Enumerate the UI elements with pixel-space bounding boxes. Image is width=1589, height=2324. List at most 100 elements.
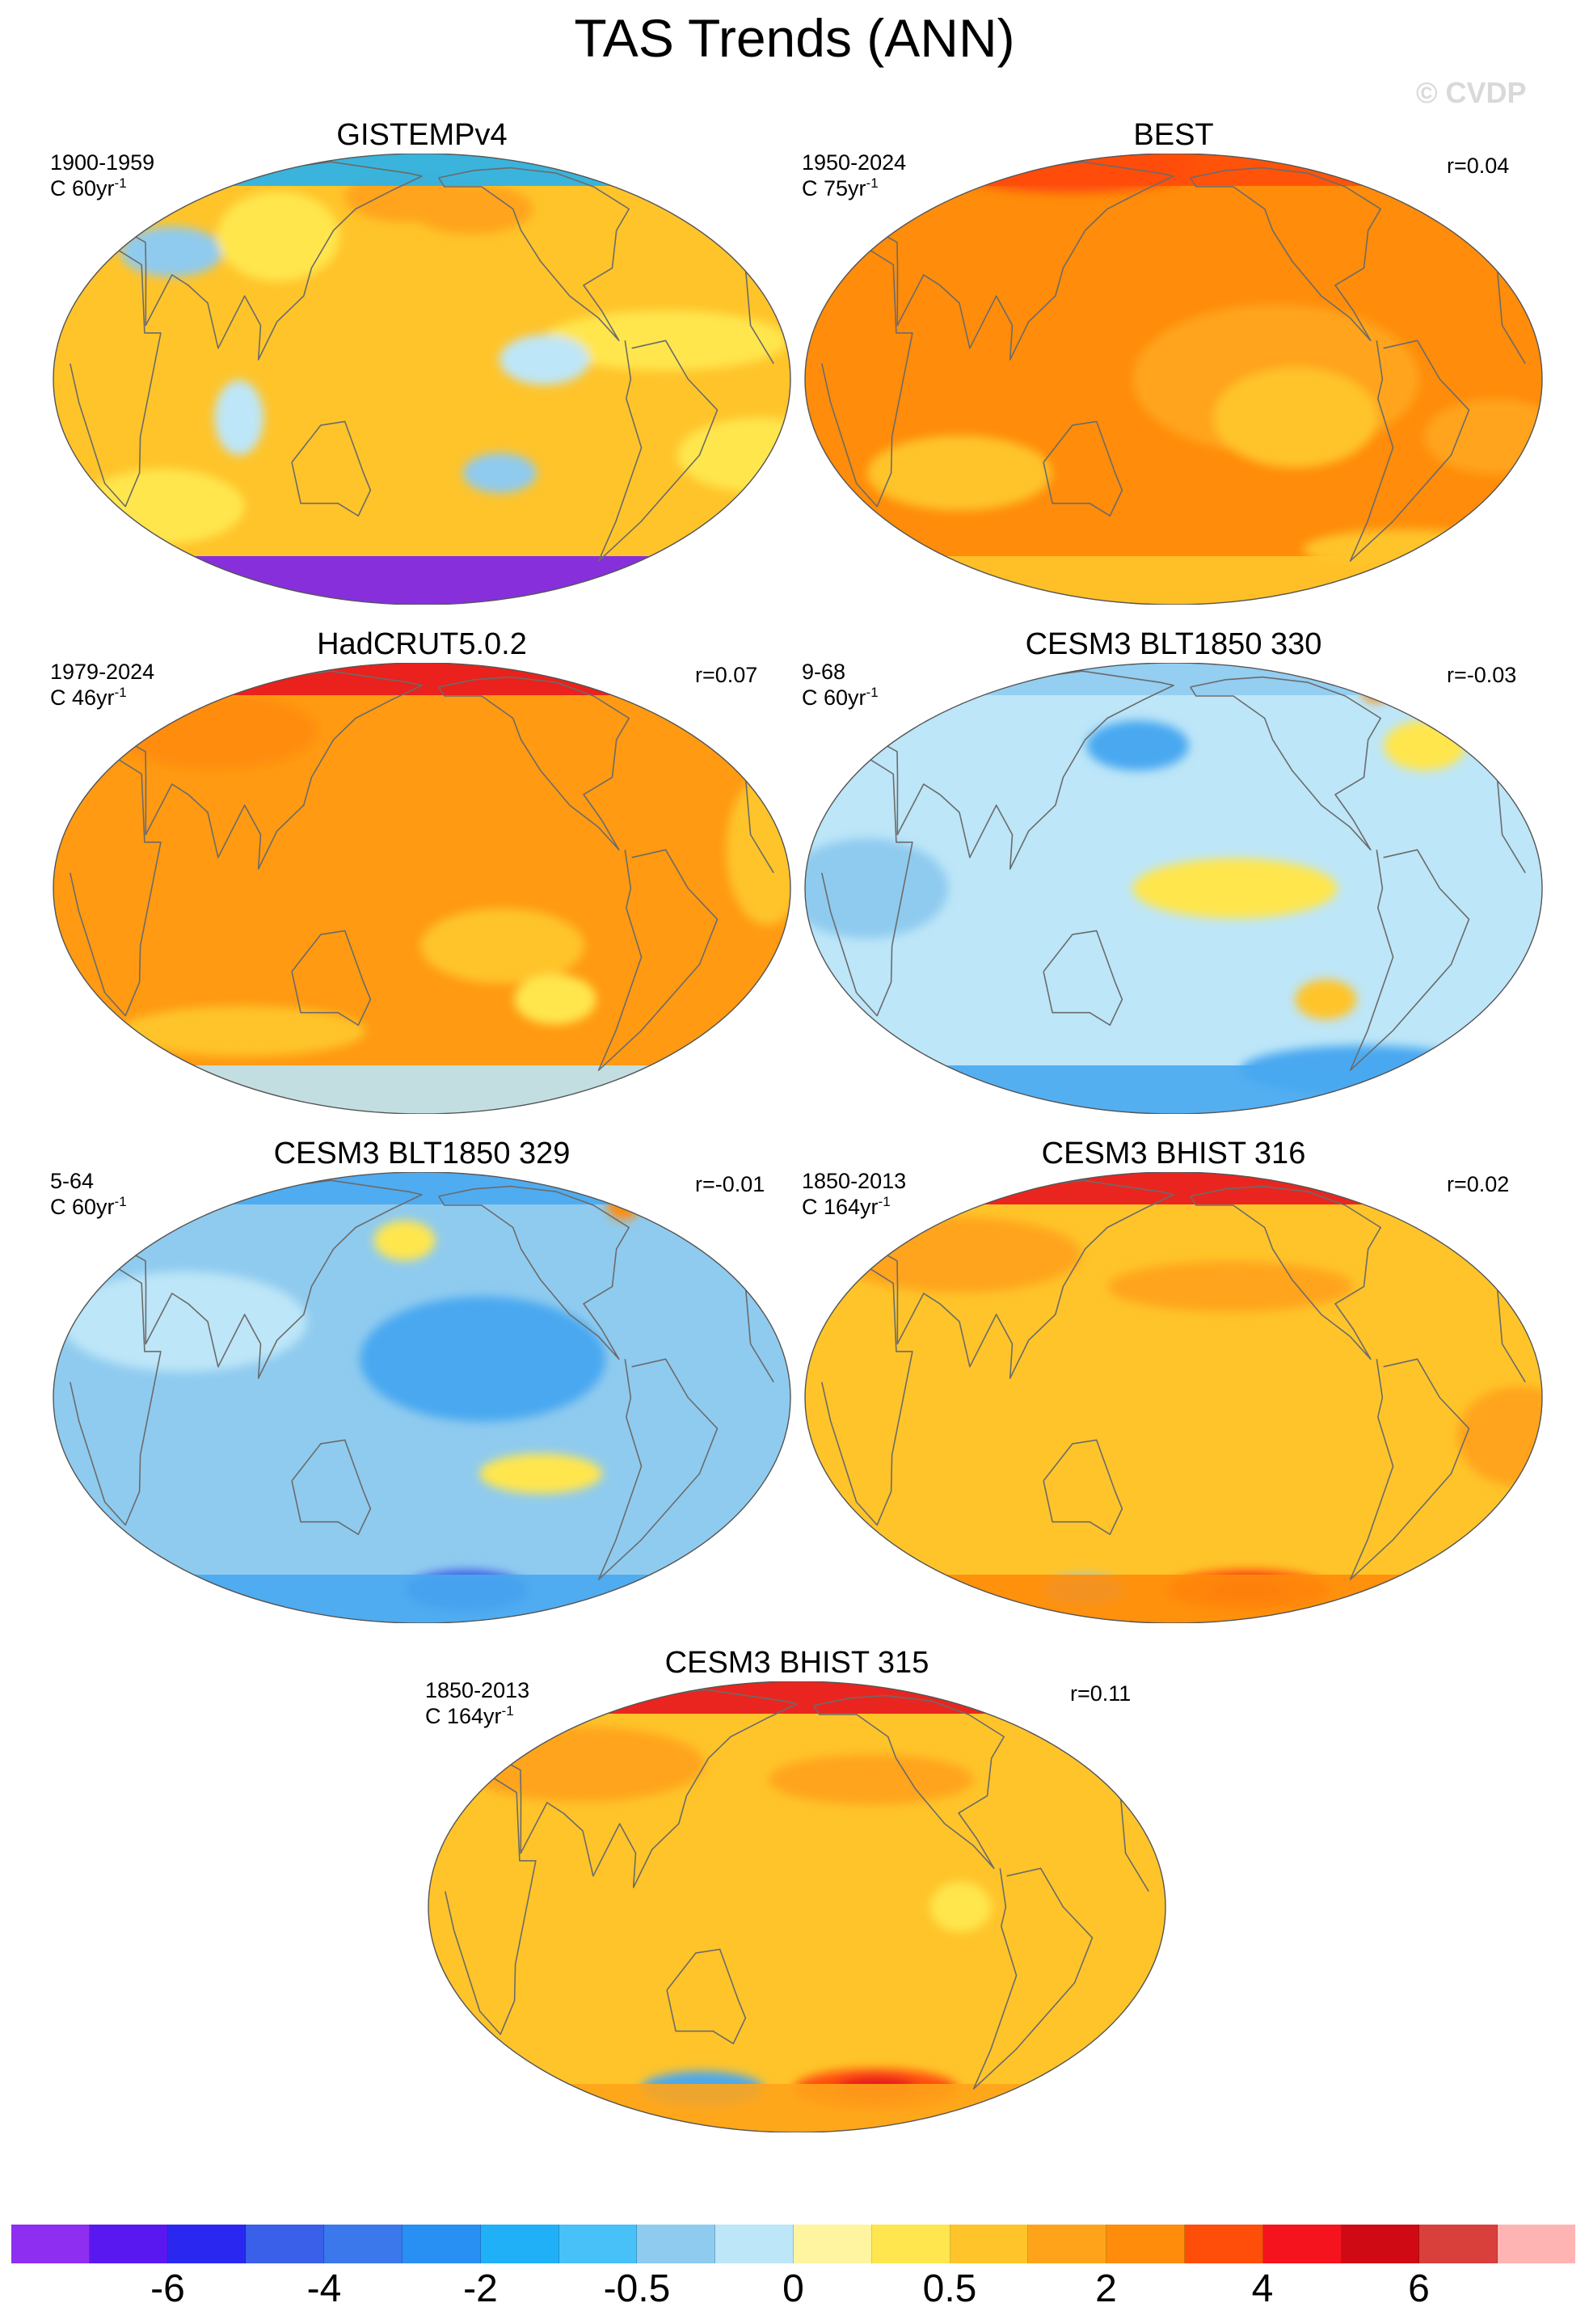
- colorbar-tick-label: -0.5: [603, 2267, 671, 2310]
- panel-title: CESM3 BLT1850 330: [1025, 627, 1322, 661]
- trend-region: [462, 453, 537, 493]
- north-polar-band: [805, 154, 1542, 186]
- map-panel: CESM3 BHIST 316 1850-2013 C 164yr-1 r=0.02: [802, 1138, 1545, 1623]
- panel-correlation: r=0.02: [1447, 1172, 1510, 1196]
- panel-period: 1900-1959: [50, 150, 155, 175]
- trend-region: [61, 1272, 307, 1373]
- trend-region: [514, 974, 596, 1025]
- panel-correlation: r=-0.01: [695, 1172, 765, 1196]
- colorbar-swatch: [1028, 2225, 1107, 2263]
- trend-region: [805, 838, 949, 938]
- south-polar-band: [53, 1575, 790, 1623]
- panel-correlation: r=0.04: [1447, 154, 1510, 178]
- panel-units: C 164yr-1: [802, 1195, 891, 1218]
- colorbar-tick-label: -2: [463, 2267, 498, 2310]
- south-polar-band: [53, 1065, 790, 1114]
- coastline: [1349, 340, 1470, 562]
- colorbar-tick-label: 0: [782, 2267, 804, 2310]
- coastline: [972, 1867, 1094, 2090]
- panel-correlation: r=0.11: [1070, 1681, 1132, 1706]
- coastline: [813, 1694, 1005, 1870]
- colorbar-swatch: [793, 2225, 872, 2263]
- trend-region: [80, 469, 245, 545]
- colorbar-tick-label: -4: [306, 2267, 342, 2310]
- coastline: [1043, 420, 1123, 517]
- map-outline: [53, 663, 791, 1114]
- panel-correlation: r=0.07: [695, 663, 758, 687]
- panel-title: GISTEMPv4: [336, 118, 508, 152]
- figure-title: TAS Trends (ANN): [574, 8, 1015, 68]
- colorbar-swatch: [324, 2225, 403, 2263]
- globe-map: [428, 1681, 1166, 2132]
- map-outline: [804, 663, 1543, 1114]
- coastline: [1349, 849, 1470, 1071]
- colorbar-swatch: [1498, 2225, 1575, 2263]
- colorbar-swatch: [11, 2225, 90, 2263]
- colorbar-swatch: [480, 2225, 559, 2263]
- south-polar-band: [805, 556, 1542, 605]
- colorbar-swatch: [950, 2225, 1029, 2263]
- trend-region: [499, 335, 590, 386]
- coastline: [597, 340, 719, 562]
- trend-region: [217, 191, 340, 282]
- map-outline: [428, 1681, 1166, 2132]
- coastline: [438, 167, 630, 342]
- panel-units: C 60yr-1: [50, 1195, 127, 1218]
- coastline: [666, 1948, 747, 2044]
- colorbar-swatch: [402, 2225, 481, 2263]
- colorbar-swatch: [167, 2225, 247, 2263]
- south-polar-band: [805, 1575, 1542, 1623]
- trend-region: [1457, 1386, 1542, 1487]
- colorbar-swatch: [637, 2225, 716, 2263]
- trend-region: [676, 417, 790, 493]
- globe-map: [53, 663, 791, 1114]
- watermark: © CVDP: [1416, 76, 1527, 109]
- panel-correlation: r=-0.03: [1447, 663, 1517, 687]
- map-panel: CESM3 BHIST 315 1850-2013 C 164yr-1 r=0.11: [425, 1647, 1169, 2132]
- panel-title: BEST: [1133, 118, 1214, 152]
- trend-region: [1295, 979, 1357, 1020]
- panel-units: C 75yr-1: [802, 176, 879, 200]
- units-exponent: -1: [501, 1703, 514, 1719]
- coastline: [1043, 1439, 1123, 1535]
- panel-period: 1950-2024: [802, 150, 907, 175]
- coastline: [438, 676, 630, 851]
- panel-units-text: C 46yr: [50, 685, 115, 710]
- north-polar-band: [53, 1172, 790, 1204]
- panel-units-text: C 164yr: [802, 1195, 879, 1219]
- coastline: [1349, 1358, 1470, 1580]
- globe-map: [53, 154, 791, 605]
- north-polar-band: [428, 1681, 1165, 1714]
- coastline: [438, 1185, 630, 1360]
- north-polar-band: [805, 1172, 1542, 1204]
- units-exponent: -1: [114, 685, 127, 700]
- units-exponent: -1: [866, 175, 879, 191]
- panel-title: CESM3 BHIST 316: [1041, 1137, 1306, 1170]
- globe-map: [804, 154, 1543, 605]
- colorbar: [11, 2225, 1575, 2263]
- panel-units-text: C 164yr: [425, 1704, 502, 1728]
- trend-region: [214, 380, 264, 456]
- map-panel: CESM3 BLT1850 329 5-64 C 60yr-1 r=-0.01: [50, 1138, 794, 1623]
- colorbar-swatch: [1262, 2225, 1342, 2263]
- trend-region: [1360, 672, 1393, 702]
- map-outline: [53, 1172, 791, 1623]
- coastline: [291, 420, 372, 517]
- colorbar-swatch: [1341, 2225, 1420, 2263]
- coastline: [1190, 167, 1381, 342]
- colorbar-tick-label: 0.5: [922, 2267, 977, 2310]
- map-panel: HadCRUT5.0.2 1979-2024 C 46yr-1 r=0.07: [50, 629, 794, 1114]
- panel-units-text: C 60yr: [802, 685, 866, 710]
- globe-map: [53, 1172, 791, 1623]
- units-exponent: -1: [866, 685, 879, 700]
- panel-units: C 46yr-1: [50, 685, 127, 709]
- map-panel: BEST 1950-2024 C 75yr-1 r=0.04: [802, 120, 1545, 605]
- trend-region: [373, 1220, 436, 1261]
- trend-region: [458, 1726, 705, 1802]
- units-exponent: -1: [114, 175, 127, 191]
- trend-region: [112, 694, 317, 770]
- trend-region: [1213, 367, 1378, 468]
- map-panel: GISTEMPv4 1900-1959 C 60yr-1: [50, 120, 794, 605]
- south-polar-band: [805, 1065, 1542, 1114]
- colorbar-tick-label: -6: [150, 2267, 185, 2310]
